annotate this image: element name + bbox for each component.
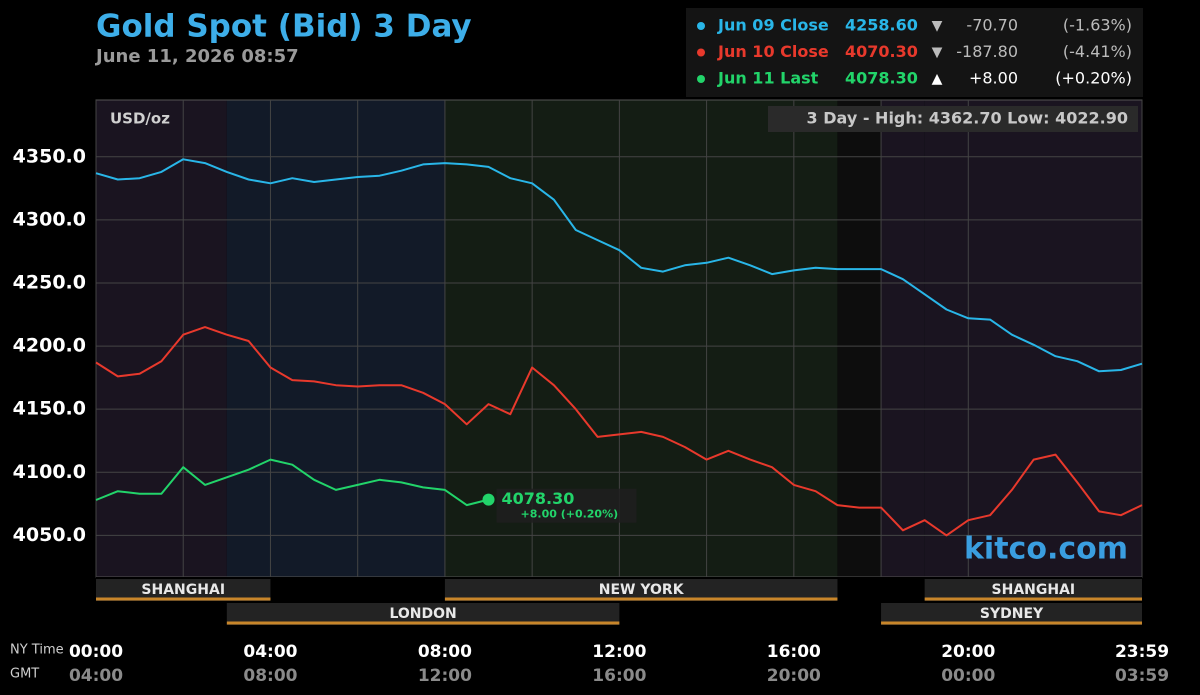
legend-arrow: ▲ <box>932 71 943 87</box>
x2-tick-label: 04:00 <box>69 666 123 686</box>
legend-name: Jun 10 Close <box>717 42 829 61</box>
legend-price: 4078.30 <box>845 69 918 88</box>
legend-arrow: ▼ <box>932 45 943 61</box>
legend-price: 4070.30 <box>845 42 918 61</box>
x2-axis-label: GMT <box>10 667 39 682</box>
legend-arrow: ▼ <box>932 18 943 34</box>
legend-name: Jun 09 Close <box>717 16 829 35</box>
last-point <box>482 493 495 506</box>
legend-change: +8.00 <box>969 69 1018 88</box>
session-bar <box>444 579 838 601</box>
y-tick-label: 4050.0 <box>13 524 86 546</box>
range-note: 3 Day - High: 4362.70 Low: 4022.90 <box>807 109 1128 128</box>
session-shade <box>619 100 838 577</box>
watermark: kitco.com <box>964 532 1128 567</box>
x2-tick-label: 08:00 <box>243 666 297 686</box>
legend-pct: (-4.41%) <box>1063 42 1132 61</box>
x-tick-label: 12:00 <box>592 642 646 662</box>
session-label: NEW YORK <box>599 582 685 598</box>
legend-price: 4258.60 <box>845 16 918 35</box>
legend-marker <box>697 48 705 57</box>
session-bar <box>924 579 1142 601</box>
legend-change: -187.80 <box>956 42 1018 61</box>
y-tick-label: 4350.0 <box>13 145 86 167</box>
session-label: SYDNEY <box>980 606 1044 622</box>
x-tick-label: 20:00 <box>941 642 995 662</box>
legend-box <box>686 8 1143 97</box>
y-tick-label: 4300.0 <box>13 208 86 230</box>
x-tick-label: 04:00 <box>243 642 297 662</box>
session-label: LONDON <box>389 606 456 622</box>
y-tick-label: 4150.0 <box>13 398 86 420</box>
series-line <box>95 458 489 507</box>
x2-tick-label: 20:00 <box>767 666 821 686</box>
x-tick-label: 23:59 <box>1115 642 1169 662</box>
legend-pct: (-1.63%) <box>1063 16 1132 35</box>
session-label: SHANGHAI <box>992 582 1076 598</box>
x-tick-label: 16:00 <box>767 642 821 662</box>
legend-name: Jun 11 Last <box>717 69 819 88</box>
session-bar <box>881 603 1142 625</box>
y-tick-label: 4200.0 <box>13 335 86 357</box>
x2-tick-label: 00:00 <box>941 666 995 686</box>
x-axis-label: NY Time <box>10 643 64 658</box>
range-note-box <box>768 106 1138 132</box>
legend-change: -70.70 <box>966 16 1018 35</box>
session-bar <box>96 579 271 601</box>
session-shade <box>924 100 1142 577</box>
y-tick-label: 4100.0 <box>13 461 86 483</box>
y-tick-label: 4250.0 <box>13 271 86 293</box>
last-label-box <box>496 488 637 523</box>
last-change-label: +8.00 (+0.20%) <box>521 508 619 521</box>
legend-marker <box>697 75 705 83</box>
x-tick-label: 08:00 <box>418 642 472 662</box>
x-tick-label: 00:00 <box>69 642 123 662</box>
unit-label: USD/oz <box>110 110 170 128</box>
session-shade <box>226 100 271 577</box>
x2-tick-label: 12:00 <box>418 666 472 686</box>
session-bar <box>226 603 620 625</box>
legend-marker <box>697 22 705 30</box>
x2-tick-label: 03:59 <box>1115 666 1169 686</box>
plot-area: 4050.0 4100.0 4150.0 4200.0 4250.0 4300.0 4350… <box>13 99 1169 686</box>
series-line <box>95 326 1143 537</box>
x2-tick-label: 16:00 <box>592 666 646 686</box>
legend-pct: (+0.20%) <box>1055 69 1132 88</box>
series-line <box>95 158 1143 373</box>
last-value-label: 4078.30 <box>502 489 575 508</box>
chart-subtitle: June 11, 2026 08:57 <box>94 46 299 67</box>
chart-title: Gold Spot (Bid) 3 Day <box>96 9 472 45</box>
session-shade <box>881 100 925 577</box>
session-label: SHANGHAI <box>141 582 225 598</box>
session-shade <box>837 100 882 577</box>
